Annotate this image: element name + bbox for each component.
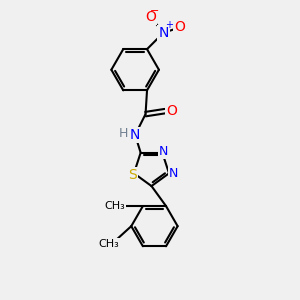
Text: H: H (119, 127, 128, 140)
Text: N: N (130, 128, 140, 142)
Text: S: S (128, 168, 137, 182)
Text: O: O (174, 20, 185, 34)
Text: O: O (146, 11, 156, 24)
Text: CH₃: CH₃ (104, 201, 125, 211)
Text: +: + (165, 20, 173, 30)
Text: N: N (158, 26, 169, 40)
Text: −: − (150, 6, 159, 16)
Text: N: N (169, 167, 178, 180)
Text: CH₃: CH₃ (99, 239, 119, 249)
Text: O: O (166, 104, 177, 118)
Text: N: N (159, 145, 169, 158)
